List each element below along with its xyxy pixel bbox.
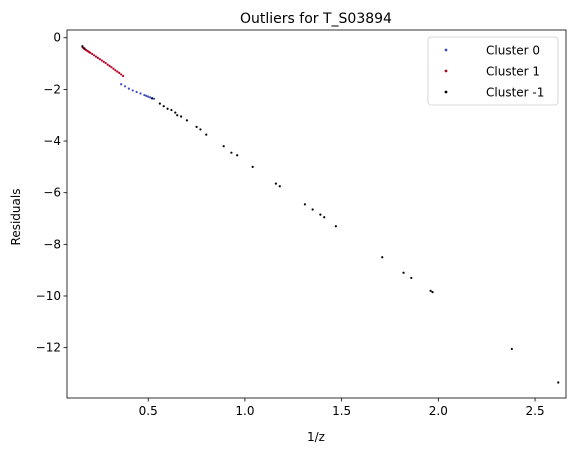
data-point [174, 111, 177, 114]
data-point [123, 85, 127, 88]
data-point [120, 73, 123, 76]
data-point [278, 185, 281, 188]
data-point [410, 276, 413, 280]
data-point [143, 93, 146, 97]
data-point [81, 45, 84, 48]
y-tick-label: −10 [36, 289, 61, 303]
data-point [147, 95, 150, 98]
y-tick-label: −4 [43, 134, 61, 148]
data-point [114, 69, 117, 72]
data-point [251, 165, 254, 168]
x-tick-label: 0.5 [139, 404, 158, 418]
y-axis: 0 −2 −4 −6 −8 −10 −12 [36, 31, 67, 355]
x-tick-label: 2.0 [429, 404, 448, 418]
data-point [402, 271, 405, 274]
data-point [96, 56, 100, 59]
data-point [199, 128, 202, 131]
data-point [100, 59, 103, 62]
y-tick-label: −6 [43, 186, 61, 200]
legend-label: Cluster 1 [486, 65, 540, 79]
data-point [118, 71, 121, 74]
data-point [108, 64, 111, 67]
plot-frame [66, 29, 567, 399]
data-point [152, 97, 156, 100]
y-tick-label: −12 [36, 341, 61, 355]
data-point [303, 203, 306, 206]
data-point [121, 74, 125, 78]
data-point [92, 54, 96, 57]
x-axis-label: 1/z [307, 430, 325, 444]
data-point [510, 347, 513, 351]
data-point [319, 213, 322, 216]
data-point [185, 119, 189, 122]
x-axis: 0.5 1.0 1.5 2.0 2.5 [139, 398, 545, 418]
chart-title: Outliers for T_S03894 [240, 11, 392, 27]
data-point [557, 381, 560, 384]
data-point [334, 225, 337, 228]
data-point [158, 102, 161, 105]
data-point [323, 216, 326, 219]
data-point [106, 63, 109, 66]
legend-marker [444, 48, 448, 52]
data-point [135, 90, 138, 94]
data-point [431, 291, 434, 294]
data-point [149, 96, 152, 99]
legend-label: Cluster 0 [486, 44, 540, 58]
data-point [89, 51, 92, 54]
data-point [274, 182, 277, 185]
data-point [170, 108, 173, 112]
data-point [91, 52, 94, 56]
data-point [98, 58, 101, 61]
data-point [236, 154, 239, 157]
data-point [112, 67, 115, 70]
legend-box [427, 36, 559, 106]
data-point [120, 83, 123, 86]
data-point [94, 55, 98, 58]
plot-area [66, 29, 567, 399]
legend: Cluster 0 Cluster 1 Cluster -1 [427, 36, 559, 106]
x-tick-label: 1.5 [332, 404, 351, 418]
y-tick-label: −8 [43, 237, 61, 251]
data-points [81, 45, 560, 384]
data-point [429, 289, 432, 292]
legend-marker [444, 69, 448, 73]
data-point [104, 61, 107, 65]
y-tick-label: 0 [53, 31, 61, 45]
data-point [83, 47, 86, 50]
x-tick-label: 1.0 [235, 404, 254, 418]
data-point [176, 114, 179, 117]
x-tick-label: 2.5 [526, 404, 545, 418]
data-point [145, 94, 148, 97]
y-axis-label: Residuals [9, 189, 23, 246]
y-tick-label: −2 [43, 82, 61, 96]
data-point [230, 151, 233, 154]
data-point [139, 92, 142, 95]
data-point [102, 60, 105, 63]
data-point [180, 115, 183, 118]
data-point [162, 105, 165, 108]
data-point [311, 208, 314, 211]
data-point [381, 256, 384, 259]
legend-marker [444, 90, 448, 94]
legend-label: Cluster -1 [486, 86, 544, 100]
data-point [127, 87, 130, 90]
data-point [222, 145, 225, 148]
data-point [166, 107, 169, 110]
data-point [151, 97, 154, 100]
data-point [110, 66, 113, 69]
data-point [195, 125, 198, 128]
data-point [116, 70, 119, 73]
data-point [131, 89, 134, 92]
data-point [205, 133, 208, 136]
